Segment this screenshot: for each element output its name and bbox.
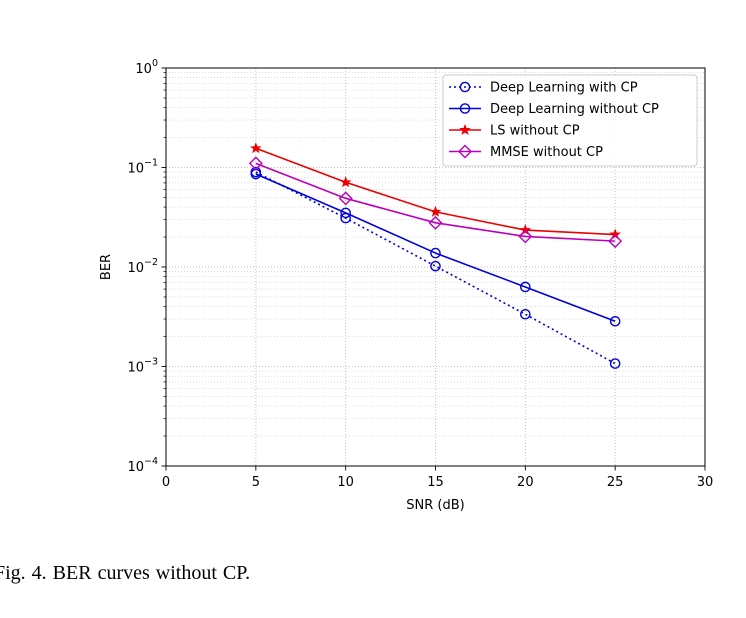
data-point-ls-without-cp — [339, 176, 352, 188]
series-deep-learning-without-cp — [250, 168, 621, 327]
data-point-ls-without-cp — [609, 228, 621, 240]
data-point-mmse-without-cp — [428, 215, 443, 230]
series-line-mmse-without-cp — [255, 162, 616, 242]
x-tick-label: 30 — [697, 475, 714, 490]
y-tick-label: 100 — [135, 58, 158, 77]
x-tick-label: 20 — [517, 475, 534, 490]
data-point-deep-learning-with-cp — [520, 308, 531, 320]
legend-marker-deep-learning-with-cp — [459, 81, 471, 93]
legend-marker-deep-learning-without-cp — [459, 103, 471, 114]
data-point-mmse-without-cp — [518, 229, 533, 244]
axis-ticks: 100 10−1 10−2 10−3 10−4 0 5 10 15 20 25 30 — [127, 58, 713, 490]
y-tick-label: 10−4 — [127, 456, 158, 475]
legend-label-mmse-without-cp: MMSE without CP — [490, 145, 603, 160]
data-point-deep-learning-with-cp — [430, 260, 441, 272]
figure-caption: Fig. 4. BER curves without CP. — [0, 562, 251, 584]
data-point-mmse-without-cp — [608, 234, 623, 249]
x-axis-label: SNR (dB) — [406, 498, 464, 513]
series-line-deep-learning-without-cp — [255, 173, 616, 322]
x-tick-label: 25 — [607, 475, 624, 490]
series-mmse-without-cp — [248, 156, 623, 249]
ber-chart: 100 10−1 10−2 10−3 10−4 0 5 10 15 20 25 30 SNR (dB)… — [99, 58, 713, 513]
data-point-mmse-without-cp — [248, 156, 263, 171]
y-tick-label: 10−2 — [127, 257, 158, 276]
data-point-ls-without-cp — [250, 142, 262, 154]
x-tick-label: 0 — [162, 475, 170, 490]
data-point-deep-learning-without-cp — [609, 315, 621, 327]
legend-box — [442, 74, 698, 167]
x-tick-label: 10 — [337, 475, 354, 490]
legend-label-deep-learning-with-cp: Deep Learning with CP — [490, 81, 638, 96]
legend: Deep Learning with CP Deep Learning witho… — [442, 74, 698, 167]
y-tick-label: 10−3 — [127, 357, 158, 376]
data-point-deep-learning-without-cp — [430, 247, 441, 259]
x-tick-label: 15 — [427, 475, 444, 490]
data-point-mmse-without-cp — [338, 191, 353, 206]
data-point-deep-learning-with-cp — [609, 358, 621, 369]
series-layer — [248, 142, 623, 369]
legend-marker-ls-without-cp — [459, 123, 471, 135]
x-tick-label: 5 — [252, 475, 260, 490]
legend-label-ls-without-cp: LS without CP — [490, 124, 580, 139]
y-axis-label: BER — [99, 254, 114, 280]
y-tick-label: 10−1 — [127, 158, 158, 177]
data-point-deep-learning-without-cp — [340, 207, 351, 219]
data-point-ls-without-cp — [429, 205, 442, 217]
legend-label-deep-learning-without-cp: Deep Learning without CP — [490, 102, 659, 117]
data-point-deep-learning-without-cp — [520, 281, 531, 293]
legend-marker-mmse-without-cp — [458, 144, 472, 159]
